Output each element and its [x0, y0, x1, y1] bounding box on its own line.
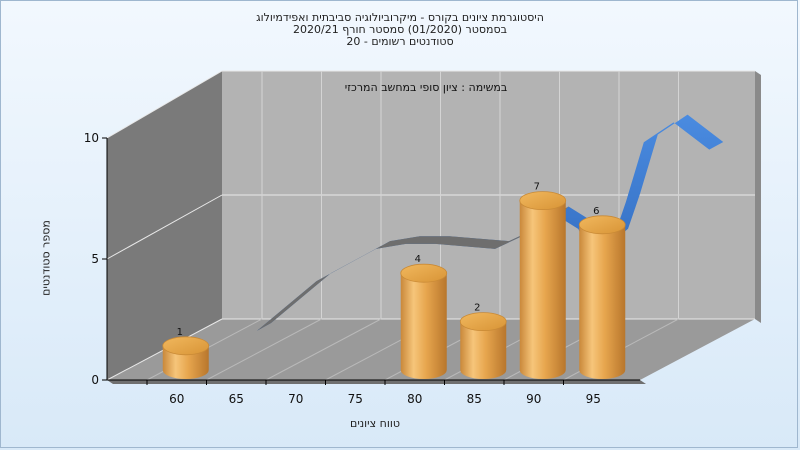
- bar-90: [519, 191, 567, 379]
- bar-top: [578, 215, 626, 235]
- x-tick-label-75: 75: [348, 392, 363, 406]
- distribution-curve: [257, 114, 724, 331]
- bar-top: [162, 336, 210, 356]
- x-tick-label-65: 65: [229, 392, 244, 406]
- bar-60: [162, 336, 210, 379]
- floor-edge: [107, 380, 646, 384]
- bar-value-label-95: 6: [593, 206, 599, 217]
- x-tick-label-95: 95: [586, 392, 601, 406]
- bar-value-label-80: 4: [415, 254, 421, 265]
- chart-title-line-2: בסמסטר (01/2020) סמסטר חורף 2020/21: [293, 23, 507, 36]
- x-gridline-floor: [206, 318, 322, 381]
- y-gridline-side: [106, 70, 223, 139]
- x-axis-label: טווח ציונים: [350, 417, 400, 430]
- bar-85: [459, 312, 507, 379]
- x-tick-label-85: 85: [467, 392, 482, 406]
- back-wall-edge: [755, 71, 761, 323]
- bar-top: [519, 191, 567, 211]
- y-tick-label-0: 0: [91, 373, 99, 387]
- x-gridline-floor: [265, 318, 382, 381]
- x-tick-label-90: 90: [526, 392, 541, 406]
- y-tick-label-10: 10: [84, 131, 99, 145]
- bar-body: [460, 321, 507, 379]
- chart-title-line-3: סטודנטים רשומים - 20: [346, 35, 454, 48]
- x-tick-label-60: 60: [169, 392, 184, 406]
- bar-95: [578, 215, 626, 379]
- bar-body: [579, 224, 626, 379]
- bar-value-label-85: 2: [474, 303, 480, 314]
- bar-body: [400, 273, 447, 379]
- bar-value-label-60: 1: [177, 327, 183, 338]
- y-gridline-side: [106, 194, 223, 260]
- bar-80: [400, 263, 448, 379]
- bar-top: [459, 312, 507, 332]
- bar-top: [400, 263, 448, 283]
- y-axis-label: מספר סטודנטים: [39, 220, 53, 296]
- bar-body: [162, 345, 209, 379]
- side-wall: [107, 71, 222, 380]
- x-tick-label-80: 80: [407, 392, 422, 406]
- chart-subtitle: במשימה : ציון סופי במחשב המרכזי: [344, 81, 508, 94]
- bar-body: [519, 200, 566, 379]
- y-tick-label-5: 5: [91, 252, 99, 266]
- x-tick-label-70: 70: [288, 392, 303, 406]
- bar-value-label-90: 7: [534, 182, 540, 193]
- chart-title-line-1: היסטוגרמת ציונים בקורס - מיקרוביולוגיה ס…: [256, 11, 544, 24]
